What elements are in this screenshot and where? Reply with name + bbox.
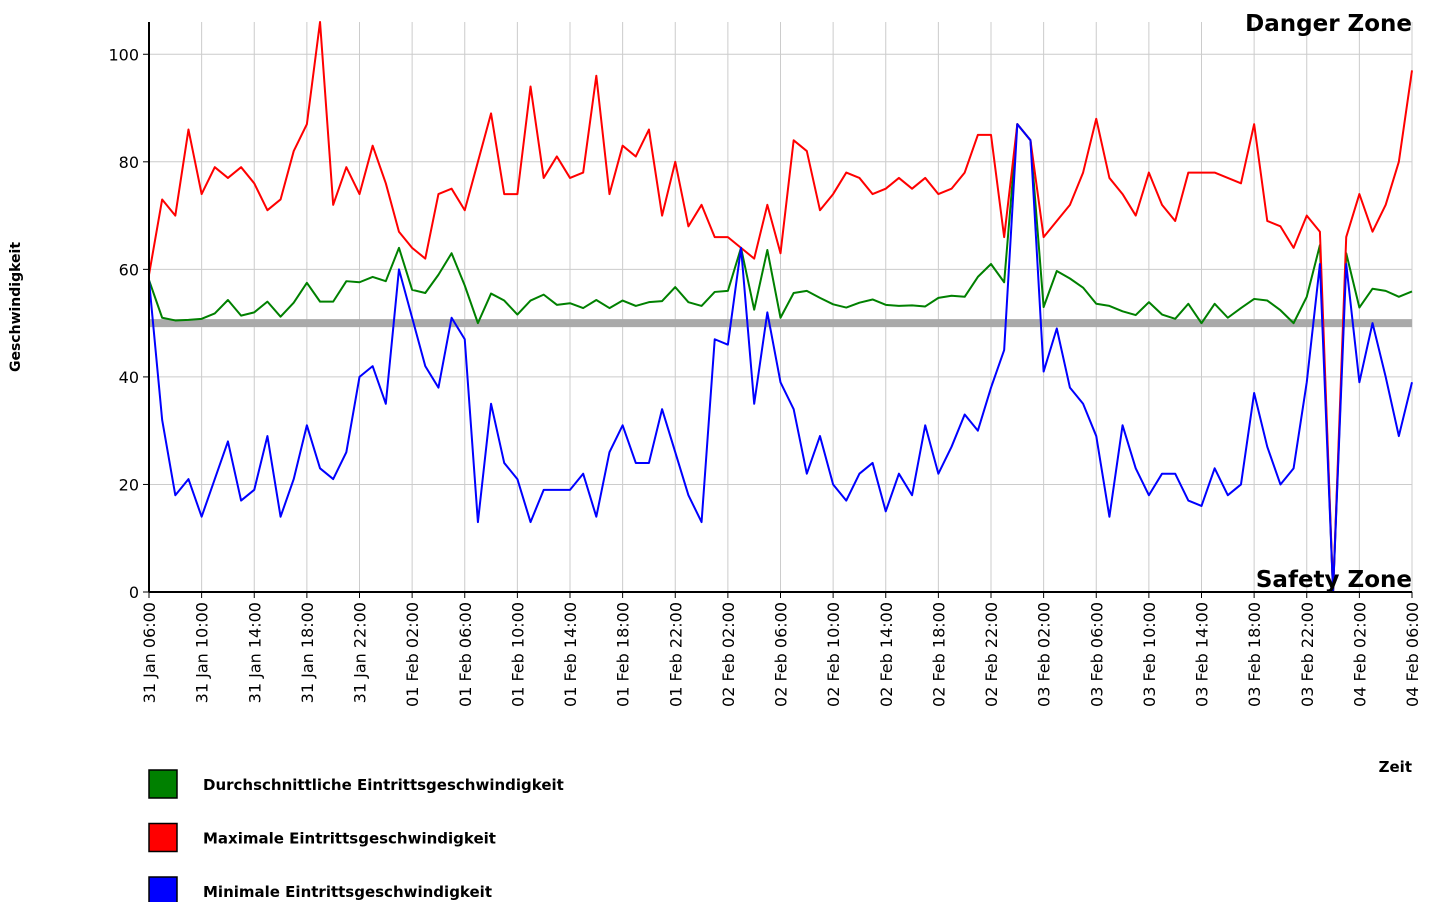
x-tick-label: 03 Feb 18:00 bbox=[1245, 602, 1264, 707]
y-tick-label: 40 bbox=[119, 368, 139, 387]
x-tick-label: 03 Feb 22:00 bbox=[1298, 602, 1317, 707]
series-line bbox=[148, 21, 1413, 593]
x-tick-label: 01 Feb 22:00 bbox=[666, 602, 685, 707]
y-tick-label: 60 bbox=[119, 260, 139, 279]
y-tick-label: 0 bbox=[129, 583, 139, 602]
legend-swatch bbox=[148, 876, 178, 902]
x-tick-label: 04 Feb 02:00 bbox=[1350, 602, 1369, 707]
x-tick-label: 01 Feb 10:00 bbox=[508, 602, 527, 707]
legend-swatch bbox=[148, 769, 178, 799]
x-tick-label: 03 Feb 10:00 bbox=[1140, 602, 1159, 707]
x-tick-label: 31 Jan 14:00 bbox=[245, 602, 264, 703]
x-tick-label: 03 Feb 02:00 bbox=[1035, 602, 1054, 707]
x-tick-label: 01 Feb 06:00 bbox=[456, 602, 475, 707]
x-tick-label: 03 Feb 14:00 bbox=[1193, 602, 1212, 707]
x-tick-label: 31 Jan 22:00 bbox=[351, 602, 370, 703]
x-tick-label: 02 Feb 02:00 bbox=[719, 602, 738, 707]
y-tick-label: 100 bbox=[108, 45, 139, 64]
legend-swatch bbox=[148, 822, 178, 853]
x-tick-label: 02 Feb 10:00 bbox=[824, 602, 843, 707]
x-tick-label: 04 Feb 06:00 bbox=[1403, 602, 1422, 707]
y-tick-label: 20 bbox=[119, 475, 139, 494]
x-tick-label: 03 Feb 06:00 bbox=[1087, 602, 1106, 707]
series-line bbox=[148, 123, 1413, 593]
legend-label: Durchschnittliche Eintrittsgeschwindigke… bbox=[203, 776, 564, 794]
annotation: Safety Zone bbox=[1256, 567, 1412, 593]
x-tick-label: 02 Feb 14:00 bbox=[877, 602, 896, 707]
x-tick-label: 02 Feb 06:00 bbox=[772, 602, 791, 707]
y-axis-label: Geschwindigkeit bbox=[8, 242, 24, 372]
x-tick-label: 02 Feb 18:00 bbox=[929, 602, 948, 707]
x-tick-label: 31 Jan 18:00 bbox=[298, 602, 317, 703]
annotation: Danger Zone bbox=[1245, 11, 1412, 37]
x-tick-label: 31 Jan 06:00 bbox=[140, 602, 159, 703]
series-line bbox=[148, 123, 1413, 593]
x-axis-label: Zeit bbox=[1379, 758, 1412, 776]
legend-label: Maximale Eintrittsgeschwindigkeit bbox=[203, 830, 496, 848]
x-tick-label: 01 Feb 18:00 bbox=[614, 602, 633, 707]
x-tick-label: 02 Feb 22:00 bbox=[982, 602, 1001, 707]
x-tick-label: 31 Jan 10:00 bbox=[193, 602, 212, 703]
legend-label: Minimale Eintrittsgeschwindigkeit bbox=[203, 883, 492, 901]
y-tick-label: 80 bbox=[119, 153, 139, 172]
x-tick-label: 01 Feb 14:00 bbox=[561, 602, 580, 707]
x-tick-label: 01 Feb 02:00 bbox=[403, 602, 422, 707]
